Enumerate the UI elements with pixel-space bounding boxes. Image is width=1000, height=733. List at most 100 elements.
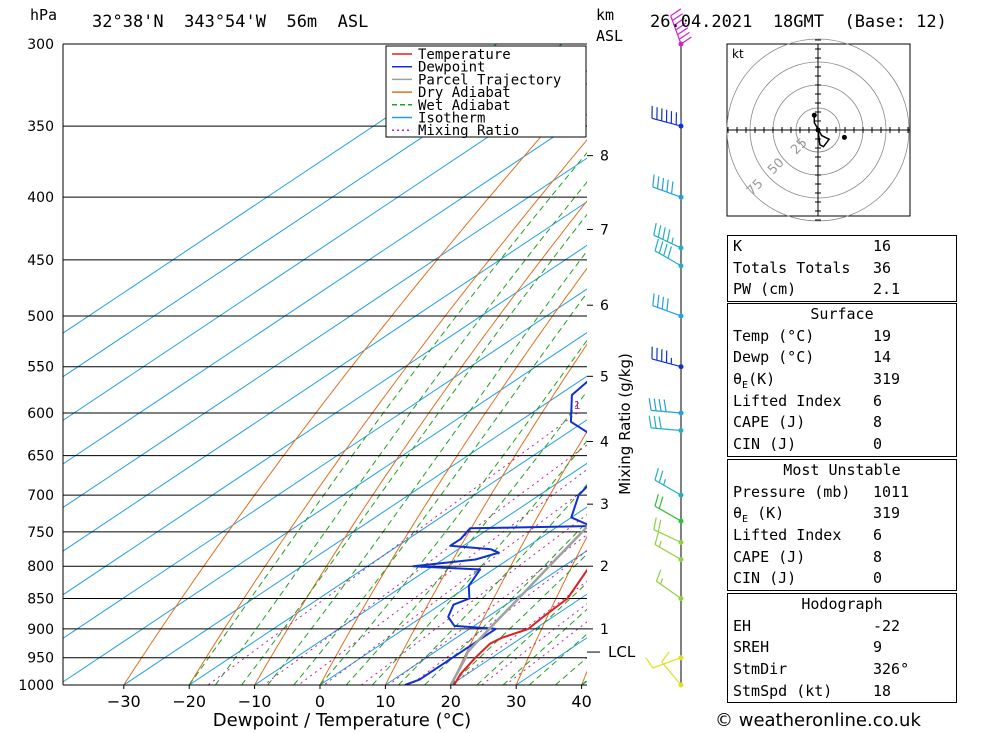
wet-adiabat-line (450, 553, 587, 685)
wind-barb-flag (661, 177, 665, 191)
most-unstable-table: Most Unstable Pressure (mb) 1011 θE (K) 31… (727, 459, 957, 592)
wind-barb-flag (663, 399, 667, 412)
dewpoint-line (404, 380, 587, 685)
surface-theta-value: 319 (873, 370, 901, 389)
legend-entry: Dry Adiabat (418, 85, 511, 101)
dry-adiabat-line (515, 535, 587, 685)
mu-pressure-value: 1011 (873, 482, 910, 501)
mixing-ratio-line (505, 621, 587, 685)
mixing-ratio-line (388, 533, 587, 685)
wind-barb-flag (678, 31, 690, 40)
parcel-trajectory-line (449, 525, 587, 685)
pressure-tick-label: 600 (27, 406, 54, 422)
temp-tick-label: −20 (172, 692, 206, 711)
wind-level-dot (678, 518, 684, 524)
wind-barb-flag (656, 176, 660, 189)
wind-barb-flag (653, 398, 657, 411)
legend-entry: Wet Adiabat (418, 98, 511, 114)
isotherm-line (63, 157, 587, 509)
wind-barb-half-flag (671, 237, 674, 244)
temp-tick-label: 40 (571, 692, 591, 711)
mixing-ratio-axis-label: Mixing Ratio (g/kg) (616, 353, 634, 495)
wind-barb-flag (671, 181, 674, 194)
surface-title: Surface (810, 305, 874, 323)
wind-level-dot (678, 410, 684, 416)
wind-barb-flag (658, 470, 664, 483)
hodograph-point (815, 127, 821, 133)
isotherm-line (319, 506, 587, 685)
km-unit: km (596, 6, 615, 24)
pressure-tick-label: 500 (27, 309, 54, 325)
hodograph-stats-table: Hodograph EH -22 SREH 9 StmDir 326° StmSpd … (727, 593, 957, 704)
mu-cape-value: 8 (873, 547, 883, 566)
pressure-tick-label: 450 (27, 253, 54, 269)
wet-adiabat-line (267, 250, 587, 685)
stmdir-label: StmDir (733, 660, 788, 679)
pressure-tick-label: 350 (27, 119, 54, 135)
surface-temp-value: 19 (873, 326, 892, 345)
pressure-tick-label: 800 (27, 559, 54, 575)
wind-barb-half-flag (659, 578, 664, 585)
surface-dewp-label: Dewp (°C) (733, 348, 815, 367)
isotherm-line (63, 70, 587, 421)
wind-barb-flag (675, 22, 687, 31)
wet-adiabat-line (371, 440, 587, 685)
wind-level-dot (678, 492, 684, 498)
surface-cin-label: CIN (J) (733, 435, 797, 454)
wind-barb-staff (652, 657, 682, 669)
dry-adiabat-line (188, 139, 587, 685)
pressure-tick-label: 750 (27, 525, 54, 541)
mu-pressure-label: Pressure (mb) (733, 482, 851, 501)
dry-adiabat-line (254, 200, 587, 685)
height-tick-label: 8 (600, 149, 609, 165)
wind-barb-flag (673, 17, 685, 26)
mu-li-label: Lifted Index (733, 526, 842, 545)
wind-barb-flag (652, 293, 655, 306)
most-unstable-title: Most Unstable (783, 461, 901, 479)
pressure-tick-label: 550 (27, 360, 54, 376)
wind-barb-flag (662, 227, 666, 240)
temp-tick-label: 0 (315, 692, 325, 711)
wind-barb-flag (652, 174, 655, 187)
mu-theta-value: 319 (873, 504, 901, 523)
temp-tick-label: 30 (506, 692, 526, 711)
copyright-link[interactable]: © weatheronline.co.uk (715, 710, 921, 731)
surface-temp-label: Temp (°C) (733, 326, 815, 345)
surface-table: Surface Temp (°C) 19 Dewp (°C) 14 θE(K) 319… (727, 303, 957, 457)
wind-level-dot (678, 245, 684, 251)
wind-barb-staff (653, 529, 682, 543)
wind-barb-flag (654, 494, 659, 507)
legend-entry: Parcel Trajectory (418, 72, 561, 88)
mu-theta-label: θE (K) (733, 504, 785, 526)
pressure-tick-label: 400 (27, 190, 54, 206)
wind-level-dot (678, 682, 684, 688)
stmspd-value: 18 (873, 681, 892, 700)
isotherm-line (63, 331, 587, 683)
temp-tick-label: −30 (107, 692, 141, 711)
wet-adiabat-line (188, 151, 587, 685)
pressure-tick-label: 650 (27, 449, 54, 465)
wind-level-dot (678, 123, 684, 129)
wind-barb-staff (652, 186, 682, 198)
legend-entry: Dewpoint (418, 60, 485, 76)
pressure-tick-label: 700 (27, 488, 54, 504)
wind-level-dot (678, 539, 684, 545)
sreh-label: SREH (733, 638, 770, 657)
wind-barb-half-flag (663, 479, 666, 486)
wind-level-dot (678, 41, 684, 47)
dry-adiabat-line (319, 267, 587, 685)
isotherm-line (63, 113, 587, 465)
dry-adiabat-line (123, 83, 587, 685)
pw-value: 2.1 (873, 280, 901, 299)
wind-barb-flag (666, 298, 669, 311)
isotherm-line (254, 462, 587, 685)
pressure-tick-label: 950 (27, 651, 54, 667)
isotherm-line (63, 44, 563, 378)
wind-barb-staff (651, 358, 682, 368)
wind-barb-flag (666, 179, 669, 193)
wind-barb-flag (661, 651, 670, 663)
mu-li-value: 6 (873, 526, 883, 545)
surface-cape-value: 8 (873, 413, 883, 432)
pressure-unit: hPa (30, 6, 58, 24)
wind-level-dot (678, 313, 684, 319)
